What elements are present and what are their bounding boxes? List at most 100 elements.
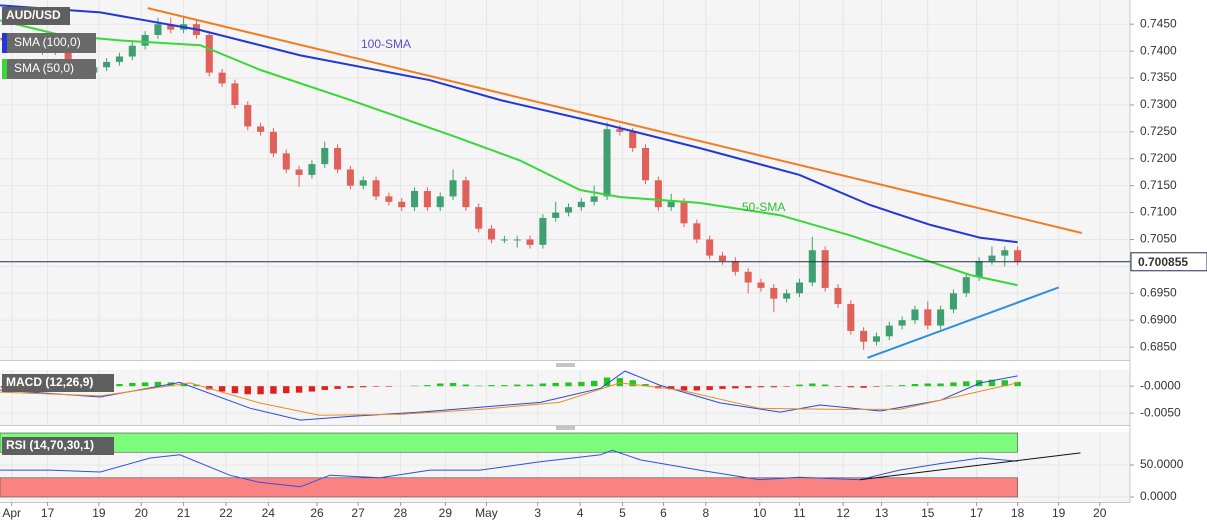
candle-body [231,83,239,105]
histogram-bar [642,384,649,387]
histogram-bar [821,384,829,387]
y-tick-label: 0.6950 [1140,285,1177,299]
histogram-bar [629,380,636,387]
y-tick-label: -0.0000 [1140,378,1181,392]
y-tick-label: 0.7200 [1140,151,1177,165]
candle-body [924,309,932,326]
histogram-bar [1001,380,1008,387]
panel-grip[interactable] [556,363,575,430]
candle-body [988,255,996,261]
trend-line [867,286,1060,359]
histogram-bar [1014,381,1021,387]
candle-body [808,250,816,283]
y-tick-label: 0.6850 [1140,339,1177,353]
histogram-bar [552,382,559,387]
candle-body [359,180,367,186]
histogram-bar [616,378,624,387]
legend-box [2,33,96,53]
price-label: 0.700855 [1138,255,1188,269]
y-tick-label: 0.0000 [1140,489,1177,503]
candle-body [949,293,957,310]
candle-body [898,320,906,326]
y-tick-label: 0.7100 [1140,205,1177,219]
candle-body [128,45,136,57]
histogram-bar [603,377,611,387]
y-tick-label: 0.7250 [1140,124,1177,138]
candle-body [154,24,162,35]
trend-line [147,7,1083,234]
histogram-bar [270,386,277,394]
histogram-bar [924,383,931,387]
candle-body [321,147,329,165]
candle-body [411,191,419,208]
candle-body [167,24,175,30]
rsi-band [0,477,1018,498]
candle-body [860,330,868,342]
histogram-bar [744,386,752,388]
x-tick-label: 17 [41,506,55,520]
x-tick-label: 8 [702,506,709,520]
sma-line [0,19,1018,287]
candle-body [462,180,470,208]
x-tick-label: 27 [351,506,365,520]
candle-body [590,196,598,202]
candle-body [795,282,804,294]
candle-body [500,239,508,241]
x-tick-label: 22 [219,506,233,520]
histogram-bar [937,383,944,387]
histogram-bar [244,386,251,395]
histogram-bar [757,386,765,388]
x-tick-label: 24 [262,506,276,520]
histogram-bar [257,386,264,395]
candle-body [718,255,727,261]
histogram-bar [783,386,790,387]
candle-body [539,217,547,245]
macd-line [0,382,1018,416]
histogram-bar [539,383,547,387]
rsi-line [0,449,1018,488]
histogram-bar [834,386,842,387]
candle-body [423,191,431,208]
y-tick-label: 0.6900 [1140,312,1177,326]
candle-body [103,61,111,68]
histogram-bar [873,386,880,387]
legend-box [2,59,96,79]
histogram-bar [796,384,803,387]
candle-body [141,34,149,46]
trend-line [859,452,1081,481]
histogram-bar [180,382,187,387]
candle-body [911,309,919,321]
candle-body [667,201,675,208]
candle-body [872,336,880,342]
candle-body [244,104,252,127]
candle-body [295,169,303,175]
histogram-bar [411,385,418,387]
histogram-bar [565,382,572,387]
histogram-bar [590,380,598,387]
candle-body [552,212,560,218]
histogram-bar [141,382,149,387]
x-tick-label: 12 [836,506,850,520]
candle-body [885,325,893,337]
candle-body [488,228,496,240]
candle-body [308,164,316,175]
histogram-bar [231,386,239,394]
histogram-bar [206,386,213,390]
histogram-bar [770,386,778,388]
y-tick-label: 0.7050 [1140,232,1177,246]
histogram-bar [680,386,688,391]
x-tick-label: 10 [753,506,767,520]
candle-body [616,129,624,132]
macd-panel [0,370,1130,425]
panel-title: RSI (14,70,30,1) [6,438,94,452]
x-tick-label: 26 [310,506,324,520]
candle-body [821,250,829,288]
x-tick-label: 20 [135,506,149,520]
y-tick-label: 0.7400 [1140,43,1177,57]
histogram-bar [526,384,534,387]
price-label-box [1130,252,1207,272]
histogram-bar [488,385,495,387]
candle-body [834,287,842,305]
legend-box [2,374,114,392]
y-tick-label: 50.0000 [1140,457,1184,471]
